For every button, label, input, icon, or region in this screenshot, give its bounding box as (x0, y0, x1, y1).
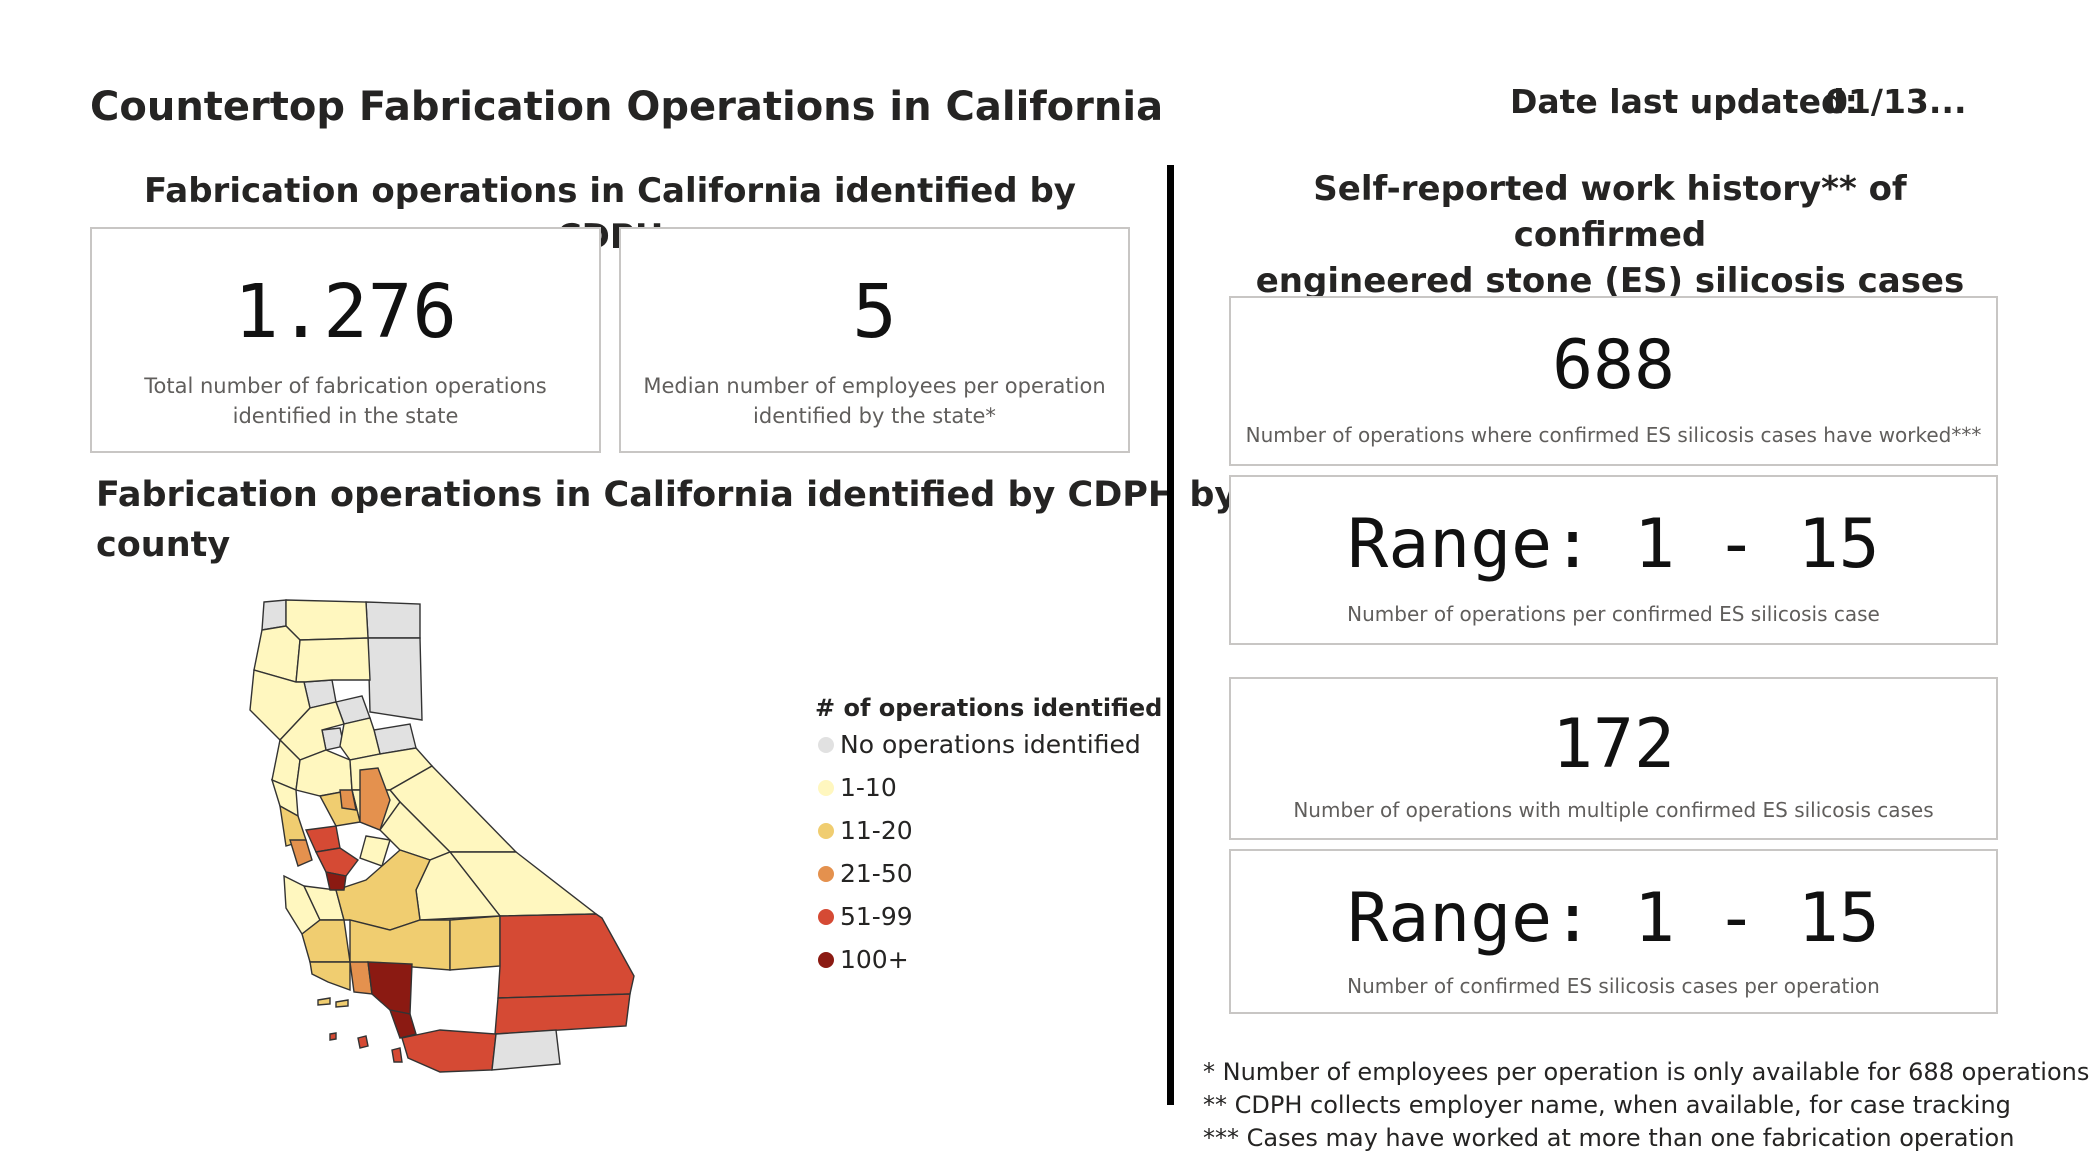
footnote: * Number of employees per operation is o… (1203, 1058, 2090, 1086)
kpi-caption: Number of operations with multiple confi… (1293, 798, 1934, 822)
county-region[interactable] (388, 1009, 417, 1039)
county-region[interactable] (301, 919, 351, 963)
kpi-card-cases-per-operation[interactable]: Range: 1 - 15 Number of confirmed ES sil… (1229, 849, 1998, 1014)
california-county-map[interactable] (240, 590, 680, 1090)
kpi-card-median-employees[interactable]: 5 Median number of employees per operati… (619, 227, 1130, 453)
kpi-caption-line1: Total number of fabrication operations (144, 374, 547, 398)
legend-item[interactable]: 11-20 (818, 816, 913, 845)
county-region[interactable] (304, 825, 341, 853)
legend-title: # of operations identified (815, 694, 1163, 722)
county-region[interactable] (325, 871, 347, 891)
legend-label: No operations identified (840, 730, 1141, 759)
vertical-divider (1167, 165, 1174, 1105)
legend-item[interactable]: 100+ (818, 945, 909, 974)
island-region (317, 997, 331, 1006)
county-region[interactable] (401, 1029, 497, 1073)
legend-label: 21-50 (840, 859, 913, 888)
kpi-value: Range: 1 - 15 (1347, 879, 1880, 958)
kpi-caption: Number of confirmed ES silicosis cases p… (1347, 974, 1880, 998)
footnote: *** Cases may have worked at more than o… (1203, 1124, 2015, 1152)
kpi-value: 688 (1552, 326, 1675, 405)
county-region[interactable] (497, 913, 635, 999)
kpi-value: 1.276 (234, 269, 457, 355)
date-updated-label: Date last updated: (1510, 82, 1858, 121)
county-region[interactable] (365, 601, 421, 639)
map-title: Fabrication operations in California ide… (96, 470, 1237, 570)
kpi-card-total-operations[interactable]: 1.276 Total number of fabrication operat… (90, 227, 601, 453)
legend-label: 1-10 (840, 773, 897, 802)
island-region (391, 1047, 403, 1063)
kpi-card-operations-worked[interactable]: 688 Number of operations where confirmed… (1229, 296, 1998, 466)
legend-swatch (818, 951, 834, 968)
county-region[interactable] (339, 717, 381, 761)
county-region[interactable] (367, 961, 413, 1015)
county-region[interactable] (314, 847, 360, 877)
legend-swatch (818, 822, 834, 839)
island-region (329, 1032, 337, 1041)
kpi-card-operations-per-case[interactable]: Range: 1 - 15 Number of operations per c… (1229, 475, 1998, 645)
county-region[interactable] (359, 767, 391, 831)
date-updated-value: 01/13... (1825, 82, 1967, 121)
kpi-caption-line2: identified in the state (232, 404, 459, 428)
kpi-caption: Number of operations per confirmed ES si… (1347, 602, 1880, 626)
county-region[interactable] (491, 1029, 561, 1071)
legend-swatch (818, 865, 834, 882)
county-region[interactable] (295, 637, 371, 683)
county-region[interactable] (449, 915, 501, 971)
page-title: Countertop Fabrication Operations in Cal… (90, 84, 1164, 130)
kpi-card-multiple-cases[interactable]: 172 Number of operations with multiple c… (1229, 677, 1998, 840)
legend-item[interactable]: 51-99 (818, 902, 913, 931)
kpi-caption-line1: Median number of employees per operation (643, 374, 1106, 398)
county-region[interactable] (309, 961, 351, 991)
kpi-value: Range: 1 - 15 (1347, 505, 1880, 584)
legend-label: 51-99 (840, 902, 913, 931)
county-region[interactable] (335, 849, 431, 931)
kpi-caption-line2: identified by the state* (753, 404, 996, 428)
county-region[interactable] (289, 839, 313, 867)
legend-label: 100+ (840, 945, 909, 974)
island-region (357, 1035, 369, 1049)
right-section-title-line1: Self-reported work history** of confirme… (1313, 169, 1907, 255)
county-region[interactable] (494, 993, 631, 1035)
legend-item[interactable]: 1-10 (818, 773, 897, 802)
right-section-title-line2: engineered stone (ES) silicosis cases (1255, 261, 1965, 301)
county-region[interactable] (339, 789, 357, 811)
kpi-caption: Number of operations where confirmed ES … (1245, 423, 1982, 447)
island-region (335, 999, 349, 1008)
county-region[interactable] (359, 835, 391, 867)
map-title-line2: county (96, 525, 231, 565)
legend-swatch (818, 736, 834, 753)
legend-swatch (818, 779, 834, 796)
legend-item[interactable]: No operations identified (818, 730, 1141, 759)
right-section-title: Self-reported work history** of confirme… (1225, 166, 1995, 304)
footnote: ** CDPH collects employer name, when ava… (1203, 1091, 2011, 1119)
map-title-line1: Fabrication operations in California ide… (96, 475, 1238, 515)
kpi-value: 172 (1552, 705, 1675, 784)
kpi-value: 5 (852, 269, 897, 355)
county-region[interactable] (261, 599, 287, 631)
legend-label: 11-20 (840, 816, 913, 845)
county-region[interactable] (285, 599, 369, 641)
county-region[interactable] (367, 637, 423, 721)
legend-item[interactable]: 21-50 (818, 859, 913, 888)
legend-swatch (818, 908, 834, 925)
